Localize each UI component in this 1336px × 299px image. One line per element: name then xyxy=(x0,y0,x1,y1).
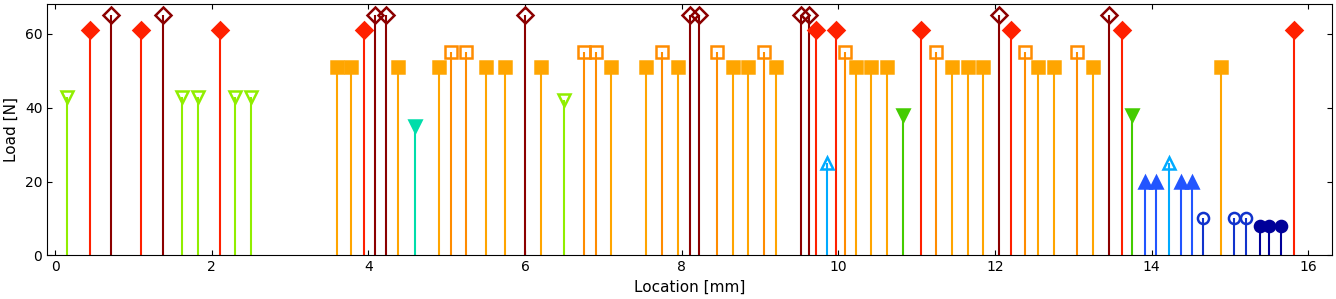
Y-axis label: Load [N]: Load [N] xyxy=(4,97,19,162)
X-axis label: Location [mm]: Location [mm] xyxy=(633,280,745,295)
